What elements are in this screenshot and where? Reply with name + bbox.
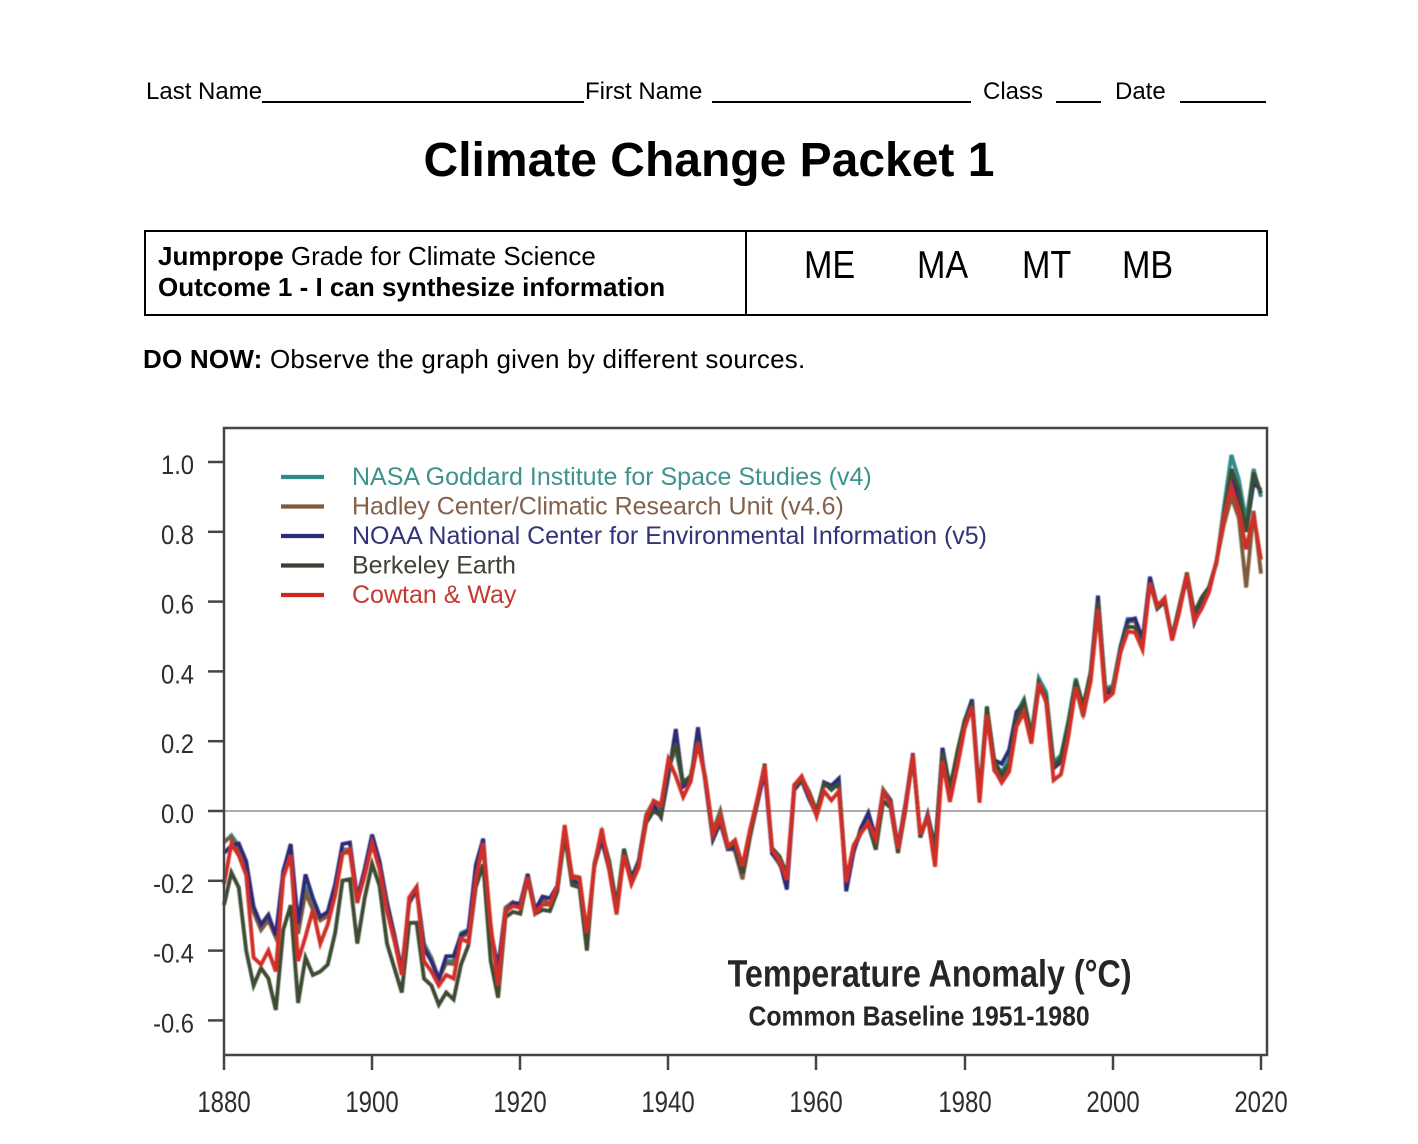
svg-text:Temperature Anomaly (°C): Temperature Anomaly (°C) (728, 953, 1132, 995)
svg-text:Common Baseline 1951-1980: Common Baseline 1951-1980 (749, 1000, 1090, 1032)
svg-text:1980: 1980 (938, 1084, 991, 1118)
svg-text:0.4: 0.4 (161, 660, 194, 690)
svg-text:-0.4: -0.4 (153, 939, 194, 969)
svg-text:Cowtan & Way: Cowtan & Way (352, 581, 517, 609)
svg-text:2000: 2000 (1086, 1084, 1139, 1118)
svg-text:1900: 1900 (345, 1084, 398, 1118)
svg-text:1960: 1960 (789, 1084, 842, 1118)
svg-text:-0.2: -0.2 (153, 869, 194, 899)
svg-text:Hadley Center/Climatic Researc: Hadley Center/Climatic Research Unit (v4… (352, 493, 844, 521)
svg-text:Berkeley Earth: Berkeley Earth (352, 552, 516, 580)
svg-text:NASA Goddard Institute for Spa: NASA Goddard Institute for Space Studies… (352, 463, 872, 491)
svg-text:NOAA National Center for Envir: NOAA National Center for Environmental I… (352, 522, 987, 550)
svg-text:1940: 1940 (641, 1084, 694, 1118)
svg-text:0.8: 0.8 (161, 520, 194, 550)
svg-text:1920: 1920 (493, 1084, 546, 1118)
svg-text:1880: 1880 (197, 1084, 250, 1118)
svg-text:-0.6: -0.6 (153, 1009, 194, 1039)
svg-text:0.0: 0.0 (161, 800, 194, 830)
svg-text:2020: 2020 (1234, 1084, 1287, 1118)
svg-text:0.6: 0.6 (161, 590, 194, 620)
svg-text:1.0: 1.0 (161, 451, 194, 481)
svg-text:0.2: 0.2 (161, 730, 194, 760)
